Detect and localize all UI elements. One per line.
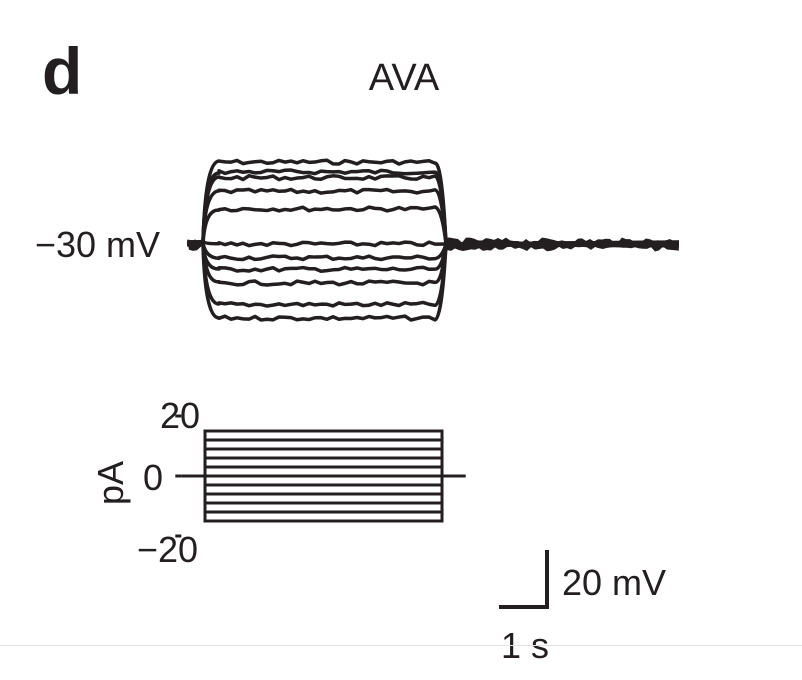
current-step-0 [203,429,444,476]
voltage-trace-7 [187,240,680,274]
voltage-trace-0 [187,158,680,247]
voltage-traces [186,158,680,322]
current-step-10 [203,476,444,523]
voltage-trace-5 [186,239,680,248]
holding-potential-label: −30 mV [35,224,160,265]
current-steps [175,414,466,538]
voltage-trace-3 [186,187,680,248]
current-axis-label: pA [90,461,131,505]
scale-bar-voltage-label: 20 mV [562,562,666,603]
voltage-trace-10 [186,239,680,322]
voltage-trace-6 [187,240,680,262]
current-step-4 [203,465,444,476]
voltage-trace-1 [187,168,680,246]
current-tick-label-top: 20 [160,395,200,436]
holding-baseline-post [446,237,679,252]
bottom-divider [0,645,802,646]
voltage-trace-4 [187,205,680,248]
voltage-trace-2 [187,173,680,246]
panel-label: d [42,34,82,108]
chart-title: AVA [369,57,440,99]
current-step-2 [203,447,444,476]
current-tick-label-zero: 0 [143,457,163,498]
holding-baseline-pre [187,237,205,251]
voltage-trace-9 [187,240,680,308]
current-tick-label-bottom: −20 [137,529,198,570]
voltage-trace-8 [186,239,680,287]
current-step-8 [203,476,444,505]
